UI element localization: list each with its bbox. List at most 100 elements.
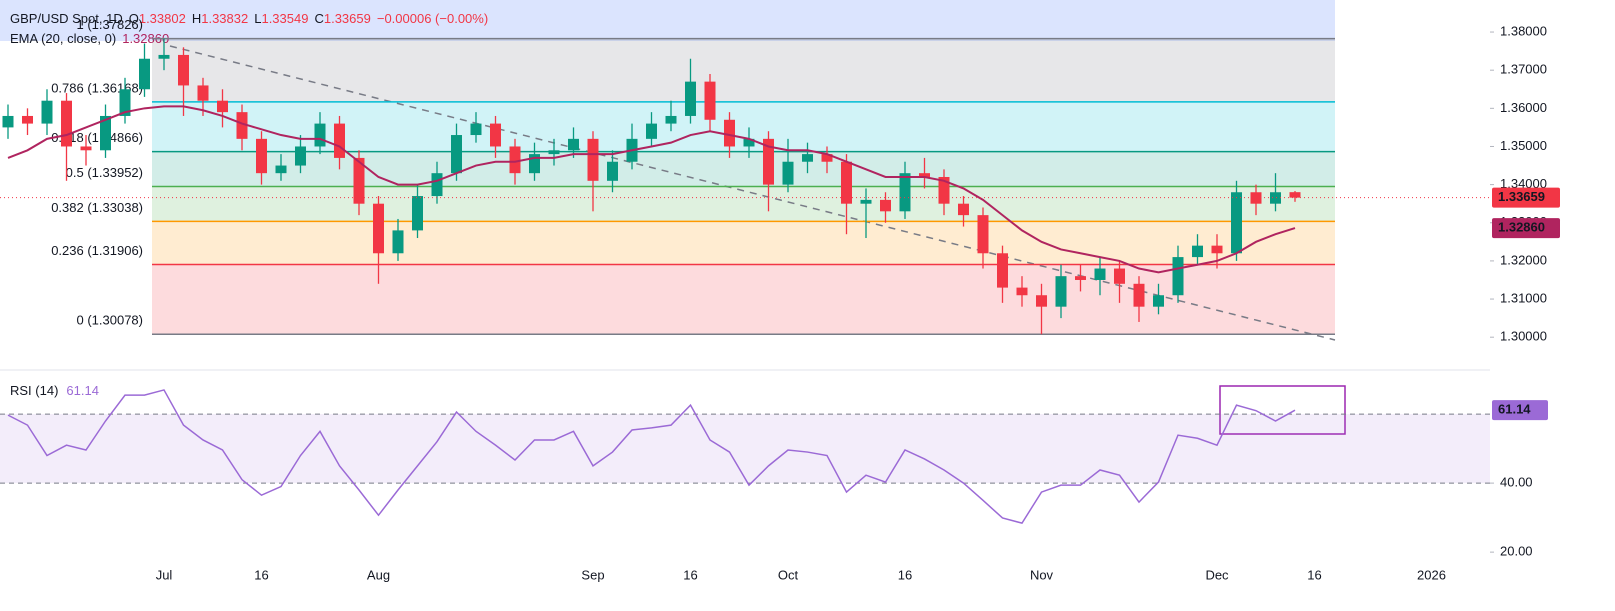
candle-body: [236, 112, 248, 139]
candle-body: [41, 100, 53, 124]
background-band: [0, 0, 1335, 41]
candle-body: [1036, 295, 1047, 307]
x-tick-label: Aug: [367, 567, 390, 582]
ema-legend: EMA (20, close, 0) 1.32860: [10, 31, 169, 46]
x-tick-label: 16: [1307, 567, 1321, 582]
fib-label: 0.236 (1.31906): [51, 243, 143, 258]
x-tick-label: 16: [898, 567, 912, 582]
candle-body: [724, 119, 735, 147]
value: 1.33832: [201, 11, 248, 26]
rsi-legend: RSI (14) 61.14: [10, 383, 99, 398]
x-tick-label: Oct: [778, 567, 799, 582]
candle-body: [1231, 192, 1242, 254]
x-tick-label: Dec: [1205, 567, 1229, 582]
candle-body: [1133, 283, 1145, 307]
candle-body: [1075, 276, 1086, 280]
ema-price-label: 1.32860: [1498, 220, 1545, 235]
fib-band: [152, 186, 1335, 222]
candle-body: [2, 115, 14, 128]
candle-body: [1094, 268, 1106, 280]
rsi-value-box: [1492, 400, 1548, 421]
candle-body: [1289, 192, 1301, 198]
candle-body: [607, 161, 618, 181]
y-tick-label: 20.00: [1500, 544, 1533, 559]
candle-body: [373, 203, 384, 254]
y-tick-label: 1.37000: [1500, 62, 1547, 77]
x-tick-label: 16: [254, 567, 268, 582]
rsi-value-label: 61.14: [1498, 402, 1531, 417]
fib-band: [152, 151, 1335, 187]
candle-body: [451, 135, 462, 174]
value: 1.33659: [324, 11, 371, 26]
candle-body: [1270, 192, 1281, 204]
candle-body: [743, 138, 755, 147]
candle-body: [821, 154, 833, 162]
y-tick-label: 1.31000: [1500, 290, 1547, 305]
y-tick-label: 1.38000: [1500, 23, 1547, 38]
candle-body: [977, 215, 989, 254]
y-tick-label: 40.00: [1500, 475, 1533, 490]
y-tick-label: 1.32000: [1500, 252, 1547, 267]
ema-line: [7, 105, 1296, 274]
ema-value: 1.32860: [122, 31, 169, 46]
candle-body: [958, 203, 969, 216]
rsi-band: [0, 414, 1490, 484]
x-tick-label: 2026: [1417, 567, 1446, 582]
candle-body: [529, 154, 540, 174]
candle-body: [431, 173, 443, 197]
label: O: [129, 11, 139, 26]
candle-body: [1192, 245, 1203, 258]
fib-label: 1 (1.37826): [77, 17, 144, 32]
candle-body: [139, 58, 150, 90]
label: L: [254, 11, 261, 26]
candle-body: [899, 173, 911, 212]
candle-body: [548, 150, 560, 155]
candle-body: [1172, 257, 1184, 296]
candle-body: [802, 154, 813, 162]
candle-body: [841, 161, 852, 204]
label: H: [192, 11, 201, 26]
candle-body: [334, 123, 345, 158]
candle-body: [1153, 295, 1164, 307]
candle-body: [119, 89, 131, 116]
y-tick-label: 1.35000: [1500, 138, 1547, 153]
candle-body: [256, 138, 267, 174]
rsi-line: [7, 389, 1296, 525]
candle-body: [353, 157, 365, 204]
candle-body: [1114, 268, 1125, 284]
candle-body: [1211, 245, 1223, 254]
y-tick-label: 1.36000: [1500, 100, 1547, 115]
fib-label: 0 (1.30078): [77, 313, 144, 328]
candle-body: [860, 199, 872, 204]
ohlc-legend: GBP/USD Spot, 1D O1.33802 H1.33832 L1.33549…: [10, 11, 488, 26]
candle-body: [646, 123, 657, 139]
candle-body: [1055, 276, 1067, 307]
candle-body: [80, 146, 92, 151]
x-tick-label: 16: [683, 567, 697, 582]
candle-body: [997, 253, 1008, 288]
candle-body: [685, 81, 696, 116]
symbol: GBP/USD Spot, 1D: [10, 11, 123, 26]
ema-price-box: [1492, 218, 1560, 239]
candle-body: [763, 138, 774, 185]
change: −0.00006 (−0.00%): [377, 11, 488, 26]
ema-name: EMA (20, close, 0): [10, 31, 116, 46]
candle-body: [61, 100, 72, 147]
last-price-label: 1.33659: [1498, 189, 1545, 204]
fib-label: 0.5 (1.33952): [66, 165, 143, 180]
x-tick-label: Sep: [581, 567, 604, 582]
fib-label: 0.618 (1.34866): [51, 130, 143, 145]
rsi-value: 61.14: [66, 383, 99, 398]
label: C: [314, 11, 323, 26]
candle-body: [392, 230, 404, 254]
fib-band: [152, 221, 1335, 265]
fib-label: 0.382 (1.33038): [51, 200, 143, 215]
fib-band: [152, 38, 1335, 102]
candle-body: [587, 138, 599, 181]
candle-body: [314, 123, 326, 147]
value: 1.33549: [261, 11, 308, 26]
candle-body: [295, 146, 306, 166]
candle-body: [665, 115, 677, 124]
candle-body: [490, 123, 501, 147]
